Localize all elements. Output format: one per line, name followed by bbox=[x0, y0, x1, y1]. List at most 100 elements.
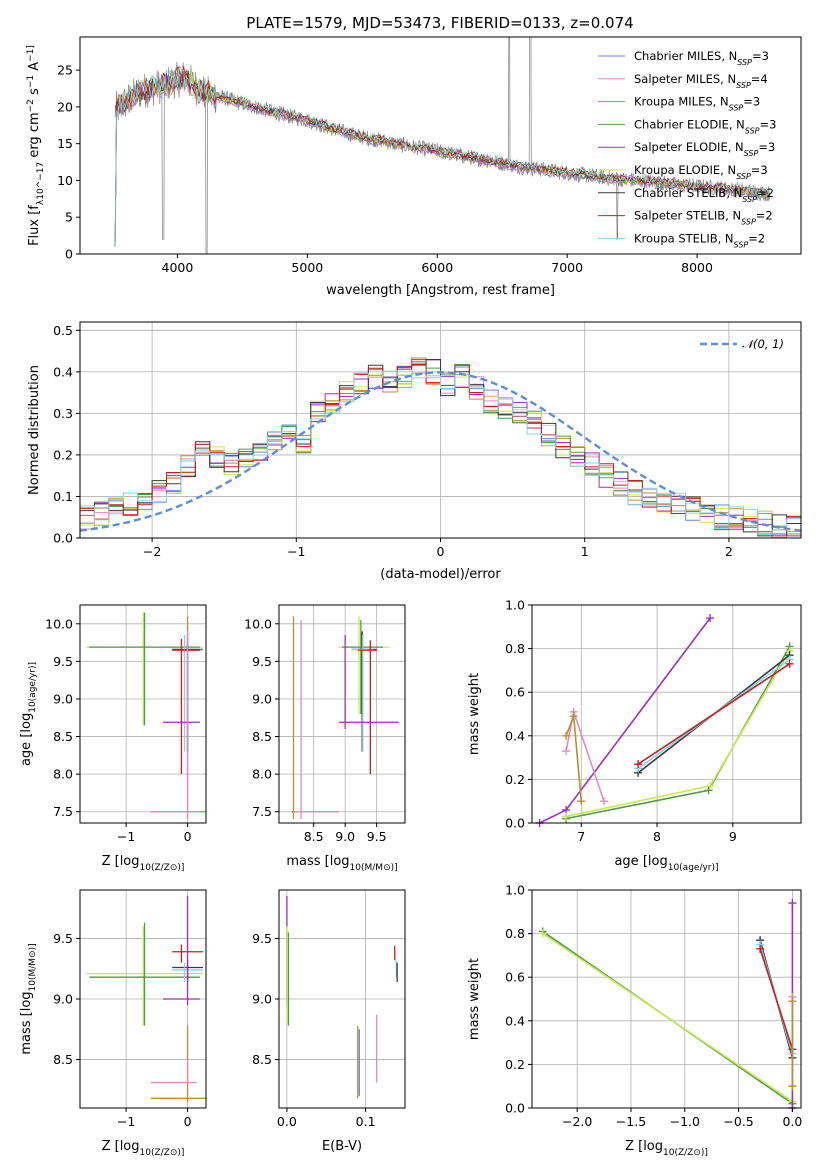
weight_vs_Z-marker bbox=[788, 997, 797, 1006]
weight_vs_age-xtick-label: 7 bbox=[577, 829, 585, 844]
weight_vs_age-ytick-label: 0.6 bbox=[505, 685, 525, 700]
age_vs_Z-ytick-label: 9.0 bbox=[53, 691, 73, 706]
spectrum-ytick-label: 5 bbox=[65, 210, 73, 225]
spectrum-ylabel: Flux [fλ10^−17 erg cm−2 s−1 A−1] bbox=[26, 45, 46, 246]
weight_vs_age-xtick-label: 9 bbox=[729, 829, 737, 844]
weight_vs_Z-ytick-label: 1.0 bbox=[505, 883, 525, 898]
mass_vs_Z-ytick-label: 9.0 bbox=[53, 992, 73, 1007]
weight_vs_age-ytick-label: 0.8 bbox=[505, 641, 525, 656]
residuals-xlabel: (data-model)/error bbox=[380, 567, 501, 582]
weight_vs_Z-ytick-label: 0.6 bbox=[505, 970, 525, 985]
spectrum-legend-label: Chabrier STELIB, NSSP=2 bbox=[634, 186, 774, 204]
spectrum-data bbox=[114, 37, 771, 254]
residuals-ytick-label: 0.2 bbox=[53, 447, 73, 462]
age_vs_mass-ytick-label: 8.0 bbox=[252, 767, 272, 782]
mass_vs_EBV-xtick-label: 0.1 bbox=[356, 1114, 376, 1129]
residuals-xtick-label: 0 bbox=[437, 544, 445, 559]
weight_vs_Z-marker bbox=[538, 929, 547, 938]
weight_vs_age-ylabel: mass weight bbox=[467, 673, 482, 755]
weight_vs_Z-ytick-label: 0.0 bbox=[505, 1101, 525, 1116]
weight_vs_Z-line-4 bbox=[759, 948, 794, 1050]
weight_vs_age-marker bbox=[634, 760, 643, 769]
weight_vs_Z-marker bbox=[788, 899, 797, 908]
spectrum-legend-label: Kroupa STELIB, NSSP=2 bbox=[634, 231, 765, 249]
spectrum-legend-label: Chabrier MILES, NSSP=3 bbox=[634, 49, 769, 67]
plot-layer: 4000 5000 6000 7000 80000510152025wavelength… bbox=[19, 36, 802, 1158]
spectrum-legend-label: Salpeter MILES, NSSP=4 bbox=[634, 72, 768, 90]
weight_vs_age-marker bbox=[704, 786, 713, 795]
age_vs_mass-ytick-label: 9.0 bbox=[252, 691, 272, 706]
weight_vs_Z-marker bbox=[756, 944, 765, 953]
spectrum-frame bbox=[79, 36, 802, 255]
weight_vs_age-marker bbox=[569, 712, 578, 721]
mass_vs_Z-ytick-label: 9.5 bbox=[53, 931, 73, 946]
age_vs_mass-xtick-label: 9.5 bbox=[367, 829, 387, 844]
age_vs_Z-ytick-label: 8.0 bbox=[53, 767, 73, 782]
weight_vs_age-ytick-label: 1.0 bbox=[505, 598, 525, 613]
weight_vs_age-frame bbox=[531, 604, 802, 824]
residuals-xtick-label: −1 bbox=[287, 544, 305, 559]
weight_vs_Z-frame bbox=[531, 889, 802, 1109]
weight_vs_age-marker bbox=[562, 747, 571, 756]
residuals-legend-label: 𝒩(0, 1) bbox=[742, 337, 784, 351]
age_vs_mass-xlabel: mass [log10(M/M⊙)] bbox=[286, 854, 397, 873]
weight_vs_Z-line-1 bbox=[542, 932, 793, 1103]
weight_vs_age-ytick-label: 0.4 bbox=[505, 728, 525, 743]
age_vs_Z-xtick-label: −1 bbox=[117, 829, 135, 844]
weight_vs_Z-xtick-label: −0.5 bbox=[723, 1114, 753, 1129]
residuals-gaussian bbox=[79, 371, 802, 532]
residuals-histogram-8 bbox=[80, 370, 801, 536]
spectrum-model-8 bbox=[114, 65, 771, 247]
weight_vs_age-line-7 bbox=[637, 663, 791, 765]
mass_vs_Z-xlabel: Z [log10(Z/Z⊙)] bbox=[102, 1139, 185, 1158]
spectrum-ytick-label: 0 bbox=[65, 247, 73, 262]
residuals-xtick-label: 1 bbox=[581, 544, 589, 559]
weight_vs_age-marker bbox=[785, 659, 794, 668]
age_vs_mass-ytick-label: 9.5 bbox=[252, 654, 272, 669]
weight_vs_age-marker bbox=[562, 812, 571, 821]
spectrum-legend-label: Chabrier ELODIE, NSSP=3 bbox=[634, 117, 776, 135]
age_vs_mass-frame bbox=[278, 604, 406, 824]
residuals-ytick-label: 0.5 bbox=[53, 323, 73, 338]
spectrum-xtick-label: 6000 bbox=[421, 260, 453, 275]
mass_vs_EBV-xtick-label: 0.0 bbox=[277, 1114, 297, 1129]
spectrum-xtick-label: 8000 bbox=[681, 260, 713, 275]
age_vs_Z-ytick-label: 10.0 bbox=[45, 616, 73, 631]
spectrum-ytick-label: 20 bbox=[57, 99, 73, 114]
mass_vs_Z-ytick-label: 8.5 bbox=[53, 1052, 73, 1067]
residuals-ytick-label: 0.4 bbox=[53, 364, 73, 379]
age_vs_Z-ytick-label: 7.5 bbox=[53, 804, 73, 819]
weight_vs_Z-xtick-label: −2.0 bbox=[562, 1114, 592, 1129]
weight_vs_age-marker bbox=[706, 781, 715, 790]
residuals-ytick-label: 0.0 bbox=[53, 531, 73, 546]
residuals-ytick-label: 0.3 bbox=[53, 406, 73, 421]
spectrum-legend-label: Kroupa MILES, NSSP=3 bbox=[634, 95, 760, 113]
age_vs_Z-xlabel: Z [log10(Z/Z⊙)] bbox=[102, 854, 185, 873]
spectrum-xtick-label: 5000 bbox=[291, 260, 323, 275]
mass_vs_EBV-ytick-label: 8.5 bbox=[252, 1052, 272, 1067]
weight_vs_Z-ytick-label: 0.2 bbox=[505, 1057, 525, 1072]
weight_vs_Z-marker bbox=[788, 1082, 797, 1091]
spectrum-lines bbox=[114, 37, 771, 254]
spectrum-model-7 bbox=[114, 65, 770, 247]
residuals-ytick-label: 0.1 bbox=[53, 489, 73, 504]
mass_vs_EBV-ytick-label: 9.0 bbox=[252, 992, 272, 1007]
age_vs_Z-ytick-label: 9.5 bbox=[53, 654, 73, 669]
mass_vs_Z-xtick-label: −1 bbox=[117, 1114, 135, 1129]
age_vs_mass-xtick-label: 8.5 bbox=[304, 829, 324, 844]
spectrum-xlabel: wavelength [Angstrom, rest frame] bbox=[326, 283, 555, 298]
spectrum-legend-label: Salpeter STELIB, NSSP=2 bbox=[634, 209, 773, 227]
spectrum-xtick-label: 4000 bbox=[162, 260, 194, 275]
age_vs_mass-ytick-label: 10.0 bbox=[244, 616, 272, 631]
spectrum-legend-label: Salpeter ELODIE, NSSP=3 bbox=[634, 140, 775, 158]
weight_vs_age-ytick-label: 0.2 bbox=[505, 772, 525, 787]
figure-title: PLATE=1579, MJD=53473, FIBERID=0133, z=0… bbox=[246, 14, 633, 32]
age_vs_Z-frame bbox=[79, 604, 207, 824]
weight_vs_age-marker bbox=[599, 797, 608, 806]
age_vs_mass-xtick-label: 9.0 bbox=[335, 829, 355, 844]
weight_vs_age-xlabel: age [log10(age/yr)] bbox=[614, 854, 718, 873]
weight_vs_Z-ytick-label: 0.8 bbox=[505, 926, 525, 941]
weight_vs_Z-xtick-label: −1.5 bbox=[616, 1114, 646, 1129]
weight_vs_Z-xtick-label: 0.0 bbox=[782, 1114, 802, 1129]
weight_vs_Z-ylabel: mass weight bbox=[467, 958, 482, 1040]
